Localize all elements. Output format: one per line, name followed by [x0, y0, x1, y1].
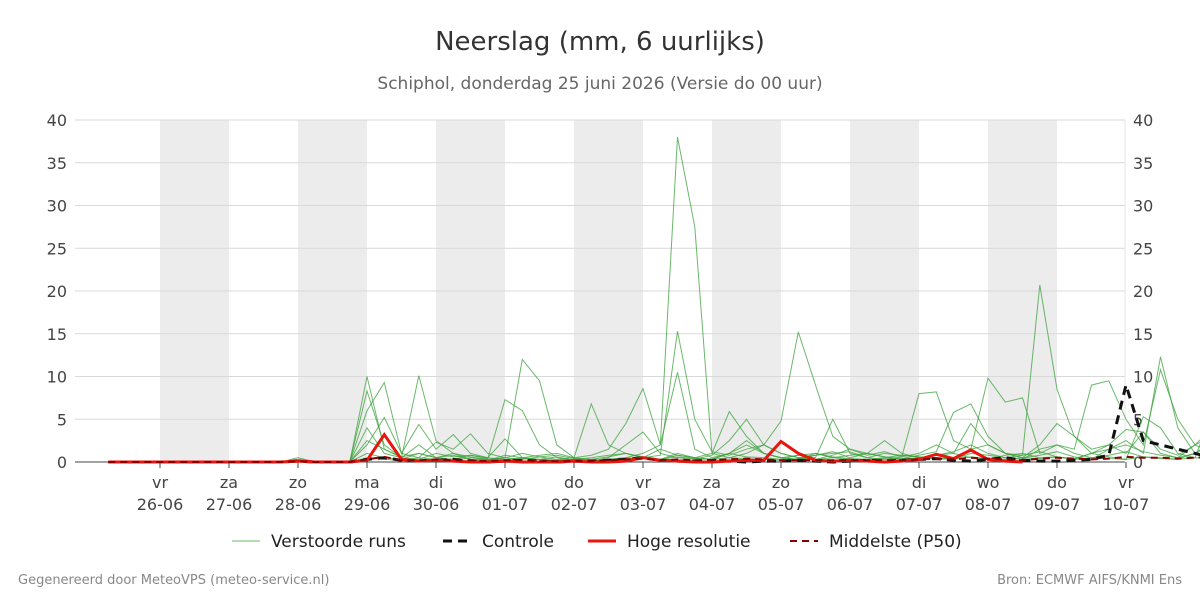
y-tick-label-left: 25 [47, 239, 67, 258]
x-tick-day-label: zo [772, 473, 790, 492]
y-tick-label-right: 15 [1133, 325, 1153, 344]
y-tick-label-right: 25 [1133, 239, 1153, 258]
y-tick-label-right: 40 [1133, 111, 1153, 130]
x-tick-day-label: do [1047, 473, 1067, 492]
x-tick-date-label: 01-07 [482, 495, 529, 514]
x-tick-day-label: wo [977, 473, 1000, 492]
x-tick-day-label: ma [354, 473, 379, 492]
x-tick-day-label: wo [494, 473, 517, 492]
y-tick-label-right: 10 [1133, 368, 1153, 387]
x-tick-date-label: 26-06 [137, 495, 184, 514]
y-tick-label-right: 20 [1133, 282, 1153, 301]
x-tick-day-label: zo [289, 473, 307, 492]
x-tick-day-label: di [429, 473, 444, 492]
y-tick-label-right: 35 [1133, 154, 1153, 173]
x-tick-date-label: 04-07 [689, 495, 736, 514]
x-tick-date-label: 29-06 [344, 495, 391, 514]
y-tick-label-right: 0 [1133, 453, 1143, 472]
x-tick-day-label: vr [1118, 473, 1134, 492]
x-tick-day-label: vr [152, 473, 168, 492]
legend-label: Hoge resolutie [627, 532, 751, 552]
chart-subtitle: Schiphol, donderdag 25 juni 2026 (Versie… [377, 74, 822, 94]
y-tick-label-left: 5 [57, 410, 67, 429]
x-tick-day-label: ma [837, 473, 862, 492]
x-tick-date-label: 06-07 [827, 495, 874, 514]
x-tick-day-label: do [564, 473, 584, 492]
footer-generator-credit: Gegenereerd door MeteoVPS (meteo-service… [18, 573, 330, 588]
x-tick-date-label: 05-07 [758, 495, 805, 514]
legend: Verstoorde runs Controle Hoge resolutie Mid… [232, 532, 962, 552]
chart-title: Neerslag (mm, 6 uurlijks) [435, 27, 765, 57]
y-tick-label-left: 35 [47, 154, 67, 173]
x-tick-day-label: di [912, 473, 927, 492]
y-tick-label-right: 30 [1133, 197, 1153, 216]
x-tick-date-label: 03-07 [620, 495, 667, 514]
x-tick-day-label: za [220, 473, 238, 492]
x-tick-date-label: 28-06 [275, 495, 322, 514]
x-tick-date-label: 07-07 [896, 495, 943, 514]
y-tick-label-left: 0 [57, 453, 67, 472]
series-layer [108, 137, 1200, 464]
x-tick-date-label: 27-06 [206, 495, 253, 514]
footer-data-source: Bron: ECMWF AIFS/KNMI Ens [997, 573, 1182, 588]
x-axis: vr 26-06 za 27-06 zo 28-06 ma 29-06 di 30-06 wo 01-… [137, 462, 1150, 514]
y-tick-label-left: 20 [47, 282, 67, 301]
y-axis-left: 0 5 10 15 20 25 30 35 40 [47, 111, 67, 472]
y-tick-label-left: 30 [47, 197, 67, 216]
legend-label: Middelste (P50) [829, 532, 962, 552]
y-tick-label-left: 15 [47, 325, 67, 344]
x-tick-date-label: 08-07 [965, 495, 1012, 514]
x-tick-date-label: 10-07 [1103, 495, 1150, 514]
x-tick-date-label: 30-06 [413, 495, 460, 514]
legend-label: Verstoorde runs [271, 532, 406, 552]
y-tick-label-left: 10 [47, 368, 67, 387]
legend-label: Controle [482, 532, 554, 552]
y-tick-label-left: 40 [47, 111, 67, 130]
x-tick-date-label: 02-07 [551, 495, 598, 514]
x-tick-day-label: vr [635, 473, 651, 492]
precipitation-chart: Neerslag (mm, 6 uurlijks) Schiphol, dond… [47, 27, 1200, 552]
x-tick-date-label: 09-07 [1034, 495, 1081, 514]
x-tick-day-label: za [703, 473, 721, 492]
